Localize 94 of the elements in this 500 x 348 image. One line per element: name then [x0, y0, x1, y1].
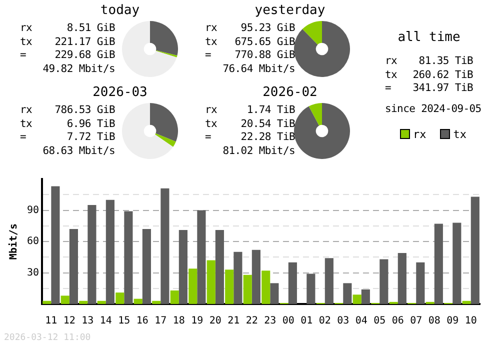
y-axis-title: Mbit/s — [8, 223, 20, 260]
text: all time — [396, 30, 462, 45]
bar — [398, 252, 406, 304]
bar — [225, 270, 234, 304]
x-tick-label: 22 — [246, 316, 258, 327]
x-tick-label: 17 — [154, 316, 167, 327]
text: 76.64 Mbit/s — [222, 62, 295, 76]
bar — [343, 283, 352, 304]
text: rx 95.23 GiB — [205, 22, 295, 34]
bar — [42, 300, 52, 304]
bar — [234, 252, 242, 304]
bar — [361, 289, 370, 304]
bar — [197, 210, 206, 304]
text: tx 20.54 TiB — [205, 118, 295, 130]
bar — [324, 258, 334, 304]
x-tick-label: 14 — [100, 316, 112, 327]
x-tick-label: 11 — [45, 316, 58, 327]
bar — [262, 270, 270, 304]
bar — [69, 229, 78, 304]
x-tick-label: 06 — [392, 316, 404, 327]
x-tick-label: 21 — [228, 316, 240, 327]
bar — [170, 290, 179, 304]
bar — [116, 292, 124, 304]
bar — [51, 186, 60, 304]
x-tick-label: 12 — [63, 316, 76, 327]
bar — [462, 300, 471, 304]
bar — [288, 262, 297, 304]
x-tick-label: 23 — [264, 316, 276, 327]
x-tick-label: 04 — [355, 316, 368, 327]
x-tick-label: 05 — [374, 316, 386, 327]
bar — [470, 196, 480, 304]
bar — [215, 230, 224, 304]
bar — [178, 230, 188, 304]
text: 68.63 Mbit/s — [42, 144, 115, 158]
text: tx 6.96 TiB — [20, 118, 115, 130]
bar — [434, 224, 443, 304]
text: tx 221.17 GiB — [20, 36, 115, 48]
legend-label: rx — [412, 128, 426, 141]
y-tick-label: 60 — [26, 236, 40, 248]
x-tick-label: 01 — [300, 316, 313, 327]
bar — [152, 300, 161, 304]
text: = 341.97 TiB — [385, 82, 473, 94]
text: = 229.68 GiB — [20, 49, 115, 61]
bar — [142, 229, 151, 304]
x-tick-label: 15 — [118, 316, 130, 327]
bar — [270, 283, 279, 304]
bar — [416, 262, 425, 304]
bar — [79, 300, 88, 304]
text: tx 260.62 TiB — [385, 68, 473, 80]
x-tick-label: 13 — [82, 316, 94, 327]
x-tick-label: 07 — [410, 316, 422, 327]
x-tick-label: 16 — [136, 316, 148, 327]
x-tick-label: 18 — [172, 316, 185, 327]
bar — [306, 274, 316, 304]
text: rx 81.35 TiB — [385, 55, 473, 67]
text: = 22.28 TiB — [205, 131, 295, 143]
x-tick-label: 09 — [446, 316, 459, 327]
text: = 7.72 TiB — [20, 131, 115, 143]
y-tick-label: 90 — [26, 204, 40, 216]
y-tick-label: 30 — [26, 267, 40, 278]
text: rx 1.74 TiB — [205, 104, 295, 116]
text: since 2024-09-05 — [385, 102, 482, 116]
bar — [188, 268, 198, 304]
bar — [134, 298, 142, 304]
x-tick-label: 20 — [209, 316, 222, 327]
chart-title: yesterday — [254, 3, 326, 18]
bar — [380, 259, 388, 304]
text: = 770.88 GiB — [205, 49, 295, 61]
x-tick-label: 10 — [464, 316, 477, 327]
bar — [352, 294, 362, 304]
text: 49.82 Mbit/s — [42, 62, 115, 76]
bar — [160, 188, 170, 304]
legend-label: tx — [452, 128, 466, 141]
bar — [106, 200, 114, 304]
chart-title: 2026-02 — [262, 85, 318, 100]
bar — [206, 260, 216, 304]
bar — [97, 300, 106, 304]
bar — [243, 274, 252, 304]
chart-title: today — [99, 3, 141, 18]
text: rx 786.53 GiB — [20, 104, 115, 116]
bar — [452, 222, 462, 304]
x-tick-label: 02 — [318, 316, 331, 327]
x-tick-label: 03 — [337, 316, 350, 327]
x-tick-label: 08 — [428, 316, 440, 327]
text: tx 675.65 GiB — [205, 36, 295, 48]
bar — [88, 205, 96, 304]
text: 81.02 Mbit/s — [222, 144, 295, 158]
x-tick-label: 00 — [282, 316, 294, 327]
x-tick-label: 19 — [191, 316, 204, 327]
chart-title: 2026-03 — [92, 85, 148, 100]
text: rx 8.51 GiB — [20, 22, 115, 34]
bar — [252, 250, 260, 304]
bar — [60, 296, 70, 304]
bar — [124, 211, 133, 304]
